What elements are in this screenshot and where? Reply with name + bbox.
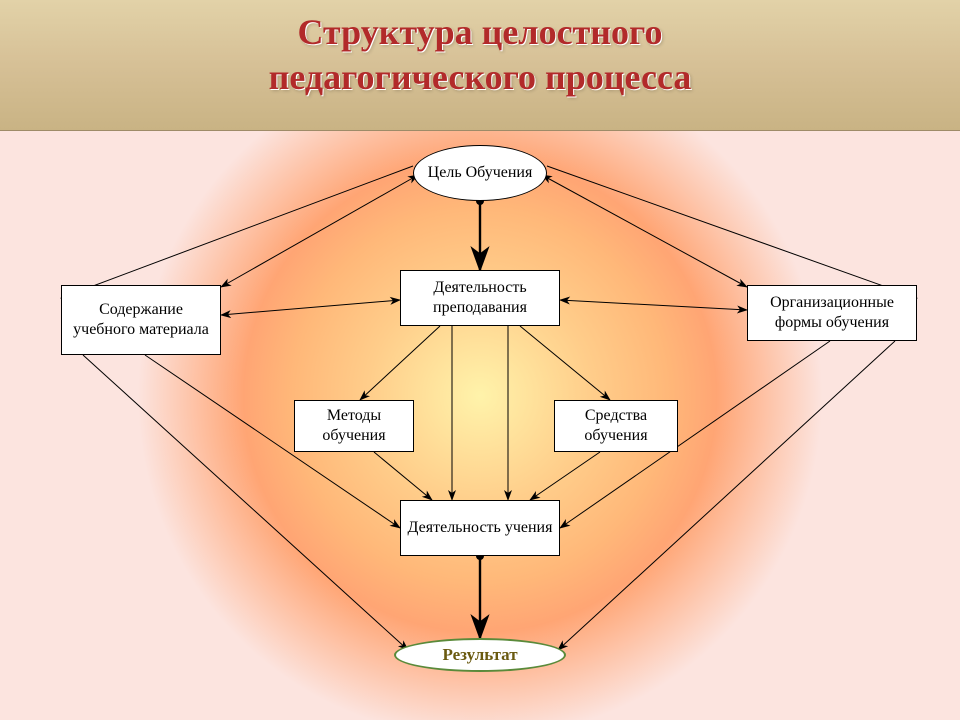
node-goal-label: Цель Обучения <box>428 163 533 183</box>
node-result-label: Результат <box>442 644 517 665</box>
node-methods: Методы обучения <box>294 400 414 452</box>
node-content: Содержание учебного материала <box>61 285 221 355</box>
edge-goal-content <box>221 175 418 287</box>
node-goal: Цель Обучения <box>413 145 547 201</box>
edge-means-learn <box>530 452 600 500</box>
title-line2: педагогического процесса <box>269 57 692 97</box>
node-result: Результат <box>394 638 566 672</box>
node-teach-label: Деятельность преподавания <box>407 278 553 318</box>
slide-title: Структура целостного педагогического про… <box>0 10 960 100</box>
node-methods-label: Методы обучения <box>301 406 407 446</box>
diagram: Цель Обучения Содержание учебного матери… <box>0 130 960 720</box>
node-learn: Деятельность учения <box>400 500 560 556</box>
node-means: Средства обучения <box>554 400 678 452</box>
edge-goal-orgforms <box>542 175 747 287</box>
node-teach: Деятельность преподавания <box>400 270 560 326</box>
edge-teach-methods <box>360 326 440 400</box>
edge-teach-content <box>221 300 400 315</box>
edge-methods-learn <box>374 452 432 500</box>
node-orgforms-label: Организационные формы обучения <box>754 293 910 333</box>
edge-teach-means <box>520 326 610 400</box>
node-orgforms: Организационные формы обучения <box>747 285 917 341</box>
edge-goal-orgforms-far <box>547 166 917 298</box>
edges-layer <box>0 130 960 720</box>
edge-orgforms-result <box>558 341 895 650</box>
edge-teach-orgforms <box>560 300 747 310</box>
node-content-label: Содержание учебного материала <box>68 300 214 340</box>
node-learn-label: Деятельность учения <box>408 518 553 538</box>
title-line1: Структура целостного <box>298 12 663 52</box>
node-means-label: Средства обучения <box>561 406 671 446</box>
slide: Структура целостного педагогического про… <box>0 0 960 720</box>
